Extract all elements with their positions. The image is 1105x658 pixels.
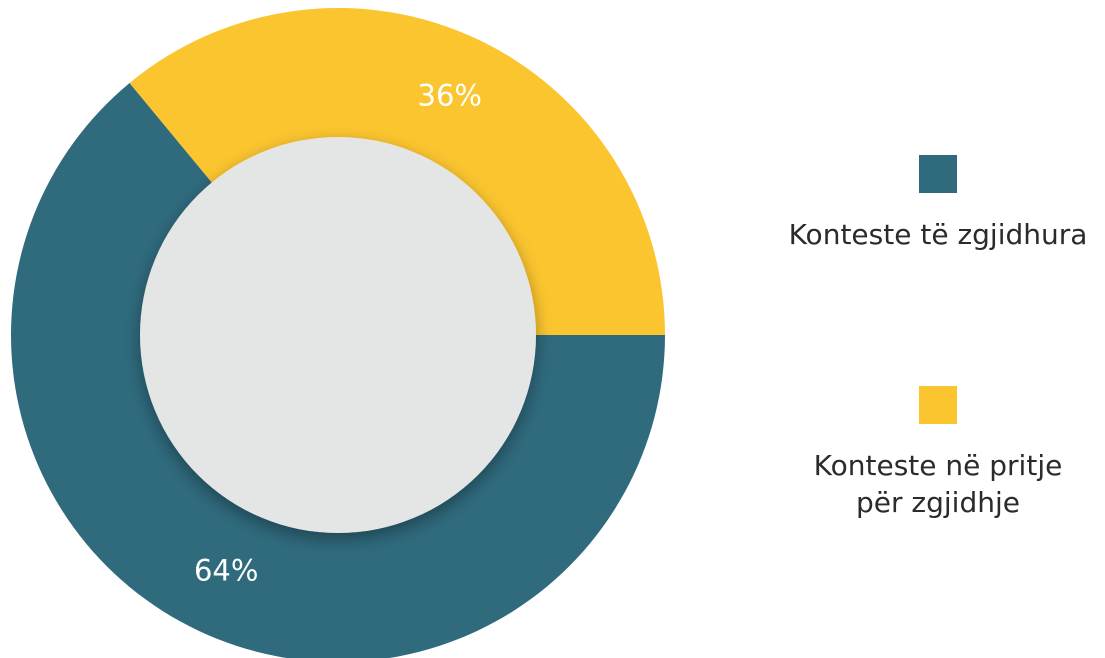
- value-label: 36%: [418, 78, 482, 112]
- donut-hole: [140, 137, 536, 533]
- value-label: 64%: [194, 554, 258, 588]
- legend-swatch: [919, 386, 957, 424]
- legend-label: Konteste të zgjidhura: [788, 218, 1088, 251]
- legend-label: Konteste në pritje për zgjidhje: [813, 449, 1063, 519]
- legend-swatch: [919, 155, 957, 193]
